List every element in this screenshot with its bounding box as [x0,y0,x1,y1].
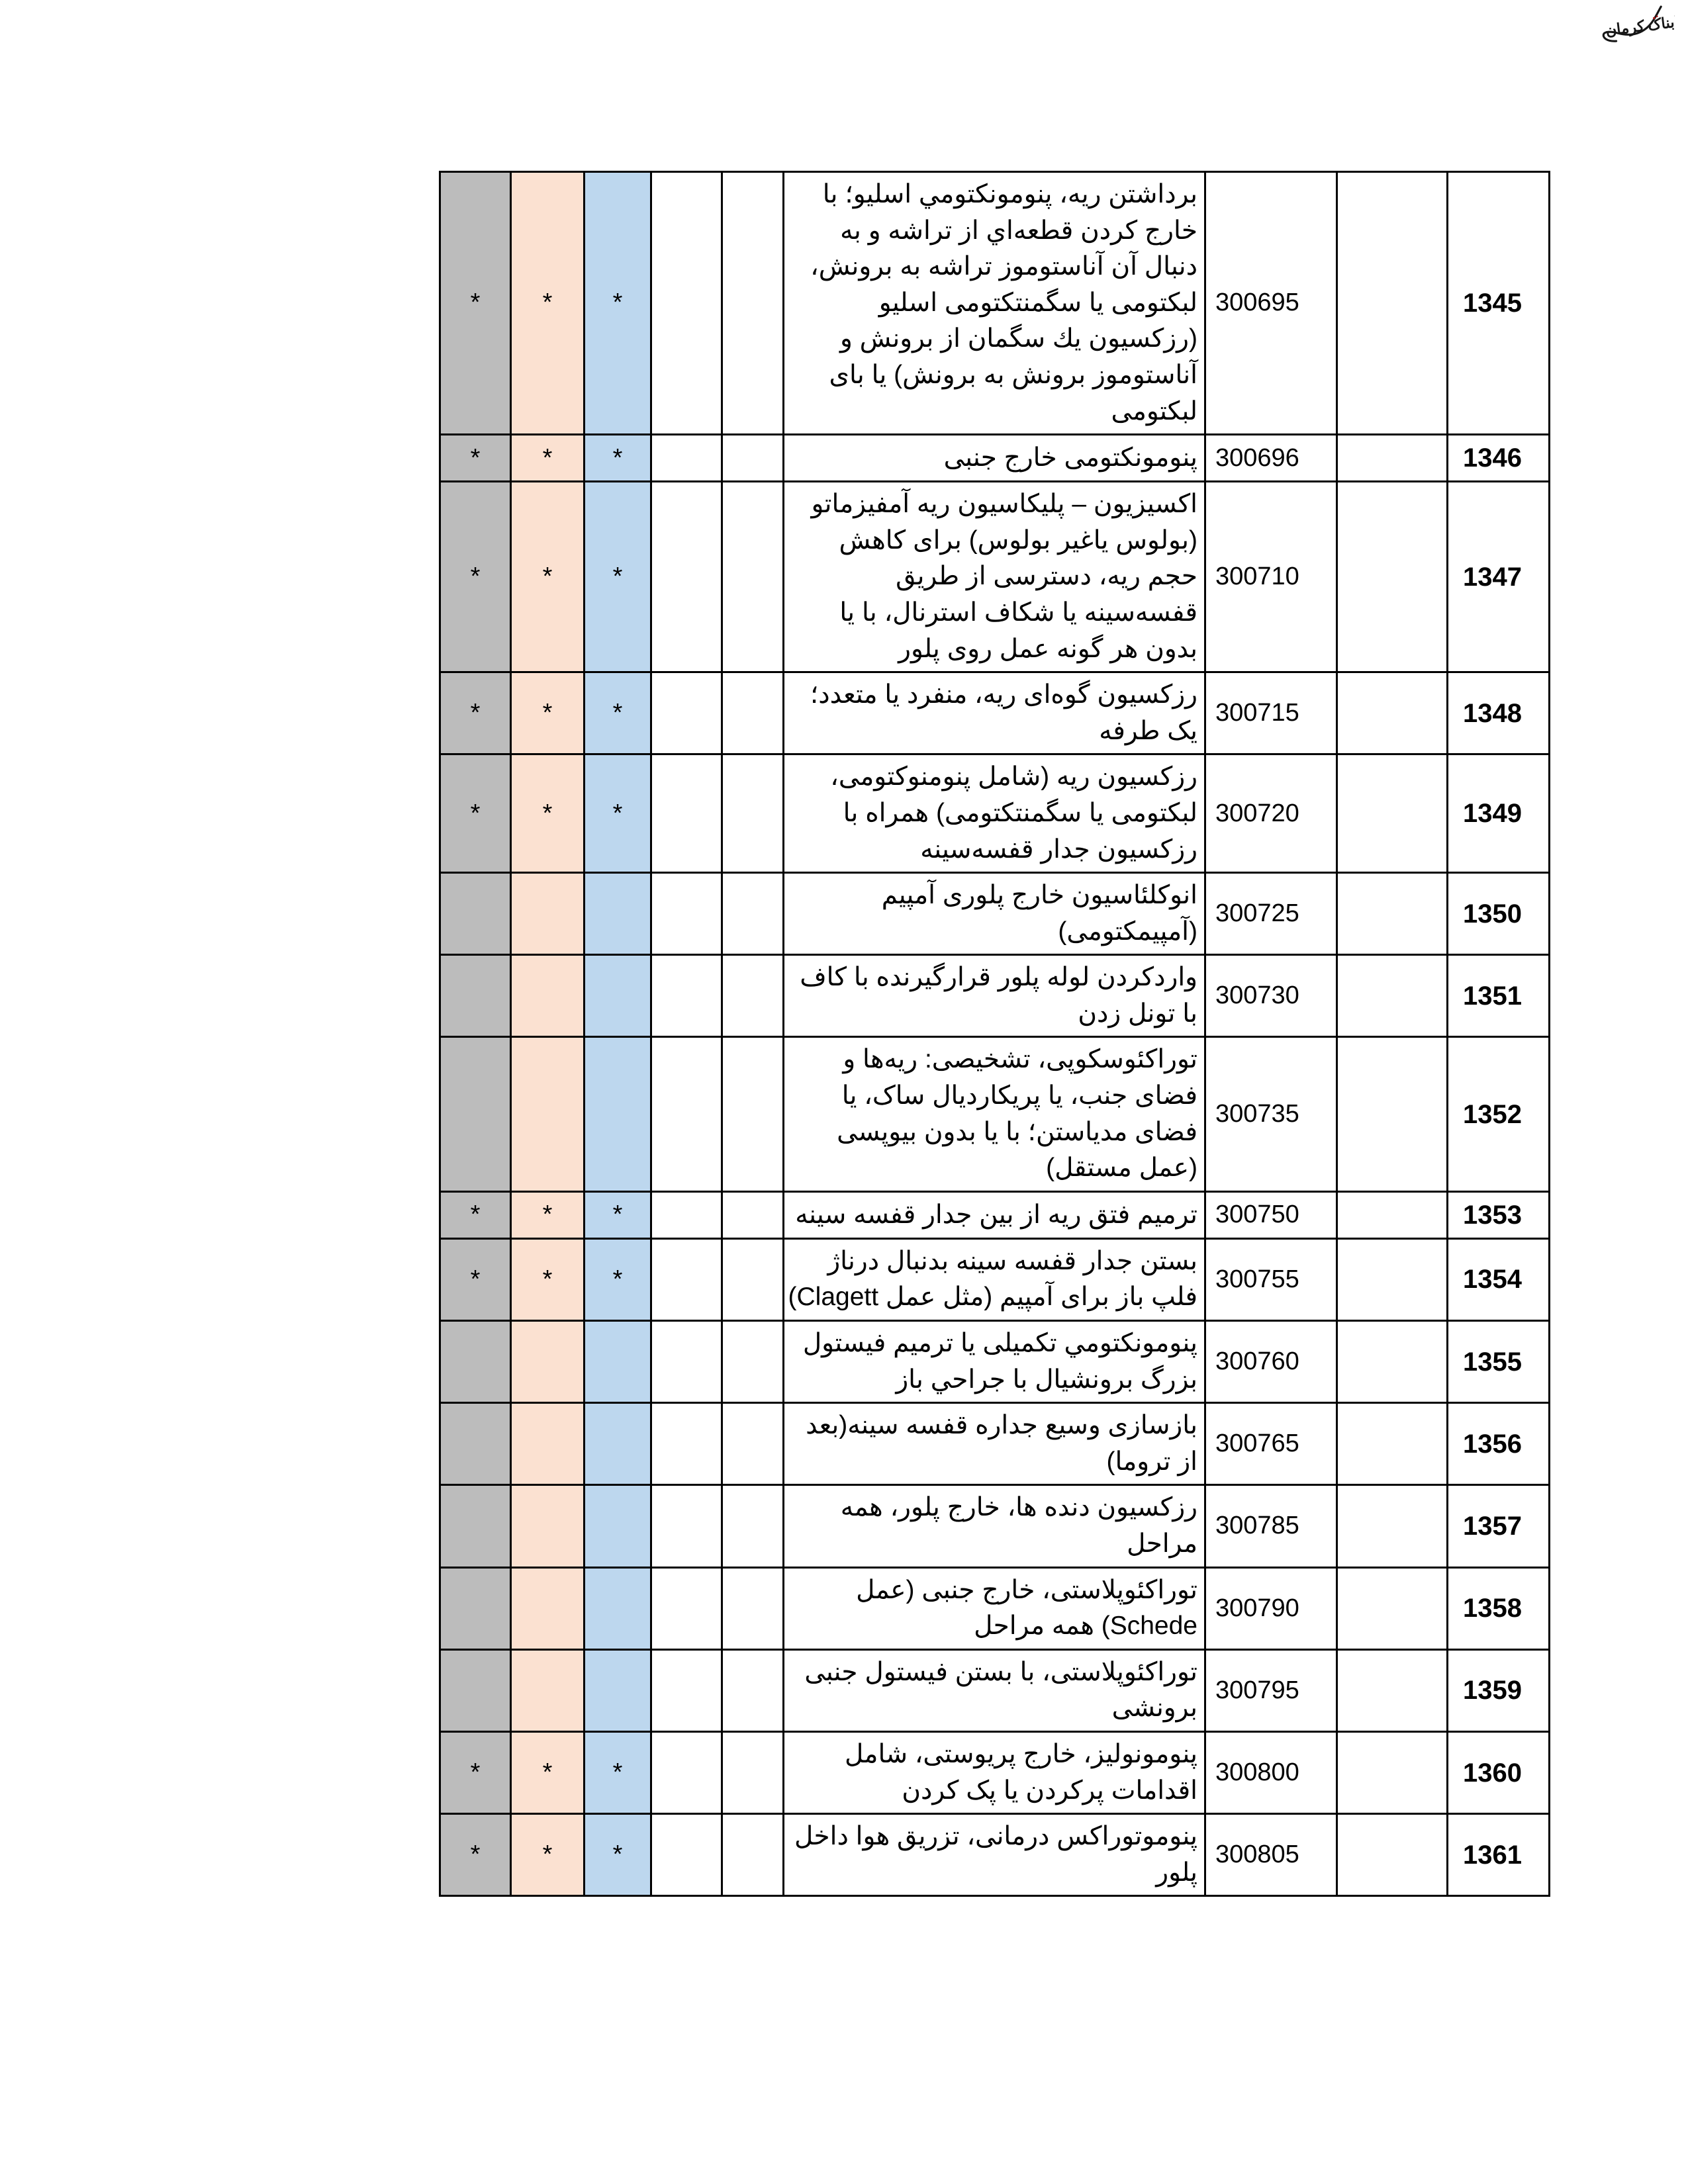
svg-text:تابناک کرمان: تابناک کرمان [1605,13,1675,40]
